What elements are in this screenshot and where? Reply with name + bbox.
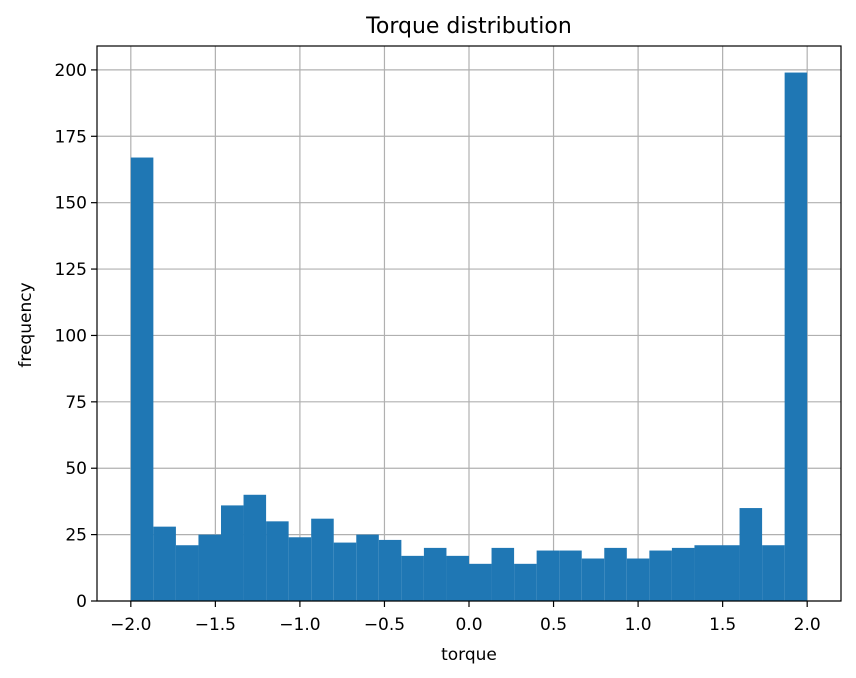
histogram-bar <box>491 547 515 601</box>
y-axis-ticks: 0 25 50 75 100 125 150 175 200 <box>55 61 97 612</box>
histogram-bar <box>153 526 176 601</box>
histogram-bar <box>130 157 154 601</box>
histogram-bar <box>536 550 560 601</box>
histogram-bar <box>604 547 627 601</box>
histogram-bar <box>266 521 289 601</box>
x-tick-label: 0.5 <box>540 615 567 635</box>
histogram-bar <box>175 545 199 601</box>
histogram-bar <box>469 563 492 601</box>
histogram-bar <box>356 534 379 601</box>
histogram-bar <box>739 508 763 601</box>
histogram-bar <box>717 545 740 601</box>
x-tick-label: −0.5 <box>364 615 405 635</box>
histogram-bar <box>401 555 424 601</box>
x-tick-label: −1.0 <box>279 615 320 635</box>
y-tick-label: 125 <box>55 260 87 280</box>
histogram-bar <box>784 72 808 601</box>
histogram-bar <box>423 547 447 601</box>
histogram-bar <box>333 542 357 601</box>
histogram-bar <box>243 494 267 601</box>
x-tick-label: 1.0 <box>625 615 652 635</box>
y-tick-label: 0 <box>76 592 87 612</box>
y-axis-label: frequency <box>16 282 36 367</box>
chart-title: Torque distribution <box>365 14 572 39</box>
x-axis-label: torque <box>441 645 497 665</box>
histogram-bar <box>446 555 469 601</box>
y-tick-label: 75 <box>65 393 87 413</box>
x-tick-label: 0.0 <box>455 615 482 635</box>
y-tick-label: 100 <box>55 326 87 346</box>
histogram-bar <box>221 505 244 601</box>
histogram-bar <box>559 550 582 601</box>
histogram-bar <box>649 550 672 601</box>
x-tick-label: 2.0 <box>794 615 821 635</box>
y-tick-label: 25 <box>65 526 87 546</box>
histogram-bar <box>581 558 605 601</box>
histogram-bar <box>626 558 650 601</box>
x-tick-label: 1.5 <box>709 615 736 635</box>
histogram-bar <box>311 518 334 601</box>
histogram-bar <box>378 539 402 601</box>
y-tick-label: 150 <box>55 194 87 214</box>
histogram-bars <box>130 72 808 601</box>
x-tick-label: −1.5 <box>195 615 236 635</box>
histogram-bar <box>514 563 537 601</box>
grid <box>97 46 841 602</box>
y-tick-label: 200 <box>55 61 87 81</box>
histogram-bar <box>198 534 221 601</box>
y-tick-label: 50 <box>65 459 87 479</box>
histogram-bar <box>762 545 785 601</box>
x-tick-label: −2.0 <box>110 615 151 635</box>
y-tick-label: 175 <box>55 127 87 147</box>
histogram-bar <box>671 547 695 601</box>
histogram-bar <box>288 537 312 601</box>
histogram-bar <box>694 545 717 601</box>
x-axis-ticks: −2.0 −1.5 −1.0 −0.5 0.0 0.5 1.0 1.5 2.0 <box>110 601 821 635</box>
